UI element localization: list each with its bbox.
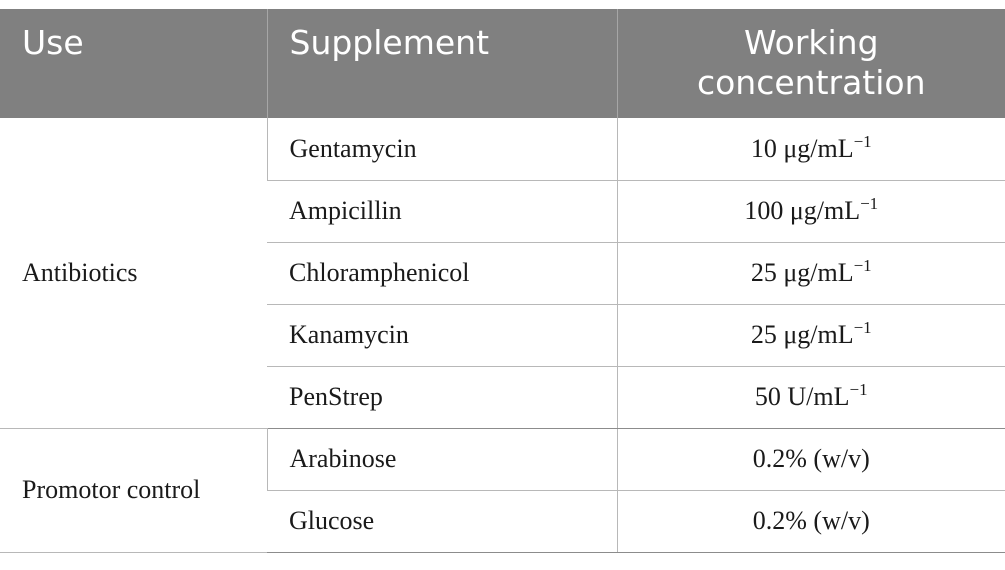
table-row: Ampicillin 100 μg/mL−1 [0,180,1005,243]
supplements-table: Use Supplement Working concentration Ant… [0,9,1005,553]
table-row: Glucose 0.2% (w/v) [0,490,1005,553]
header-supplement: Supplement [266,9,617,118]
supplement-cell: Chloramphenicol [267,242,617,305]
header-row: Use Supplement Working concentration [0,9,1005,118]
supplement-cell: Gentamycin [266,118,617,181]
table-row: Kanamycin 25 μg/mL−1 [0,304,1005,367]
use-cell-antibiotics: Antibiotics [0,118,267,429]
concentration-cell: 0.2% (w/v) [616,490,1005,553]
supplement-cell: Arabinose [266,428,617,491]
concentration-cell: 25 μg/mL−1 [616,304,1005,367]
concentration-cell: 0.2% (w/v) [616,428,1005,491]
supplement-cell: Ampicillin [267,180,617,243]
concentration-cell: 25 μg/mL−1 [616,242,1005,305]
table-row: Promotor control Arabinose 0.2% (w/v) [0,428,1005,553]
use-cell-promotor-control: Promotor control [0,428,267,553]
table-row: Antibiotics Gentamycin 10 μg/mL−1 [0,118,1005,429]
supplement-cell: Kanamycin [267,304,617,367]
table-row: PenStrep 50 U/mL−1 [0,366,1005,429]
concentration-cell: 100 μg/mL−1 [616,180,1005,243]
supplement-cell: PenStrep [267,366,617,429]
concentration-cell: 50 U/mL−1 [616,366,1005,429]
table-body: Antibiotics Gentamycin 10 μg/mL−1 Ampici… [0,118,1005,553]
supplement-cell: Glucose [267,490,617,553]
header-use: Use [0,9,267,118]
table-row: Chloramphenicol 25 μg/mL−1 [0,242,1005,305]
header-working-concentration: Working concentration [616,9,1005,118]
concentration-cell: 10 μg/mL−1 [616,118,1005,181]
table-header: Use Supplement Working concentration [0,9,1005,118]
